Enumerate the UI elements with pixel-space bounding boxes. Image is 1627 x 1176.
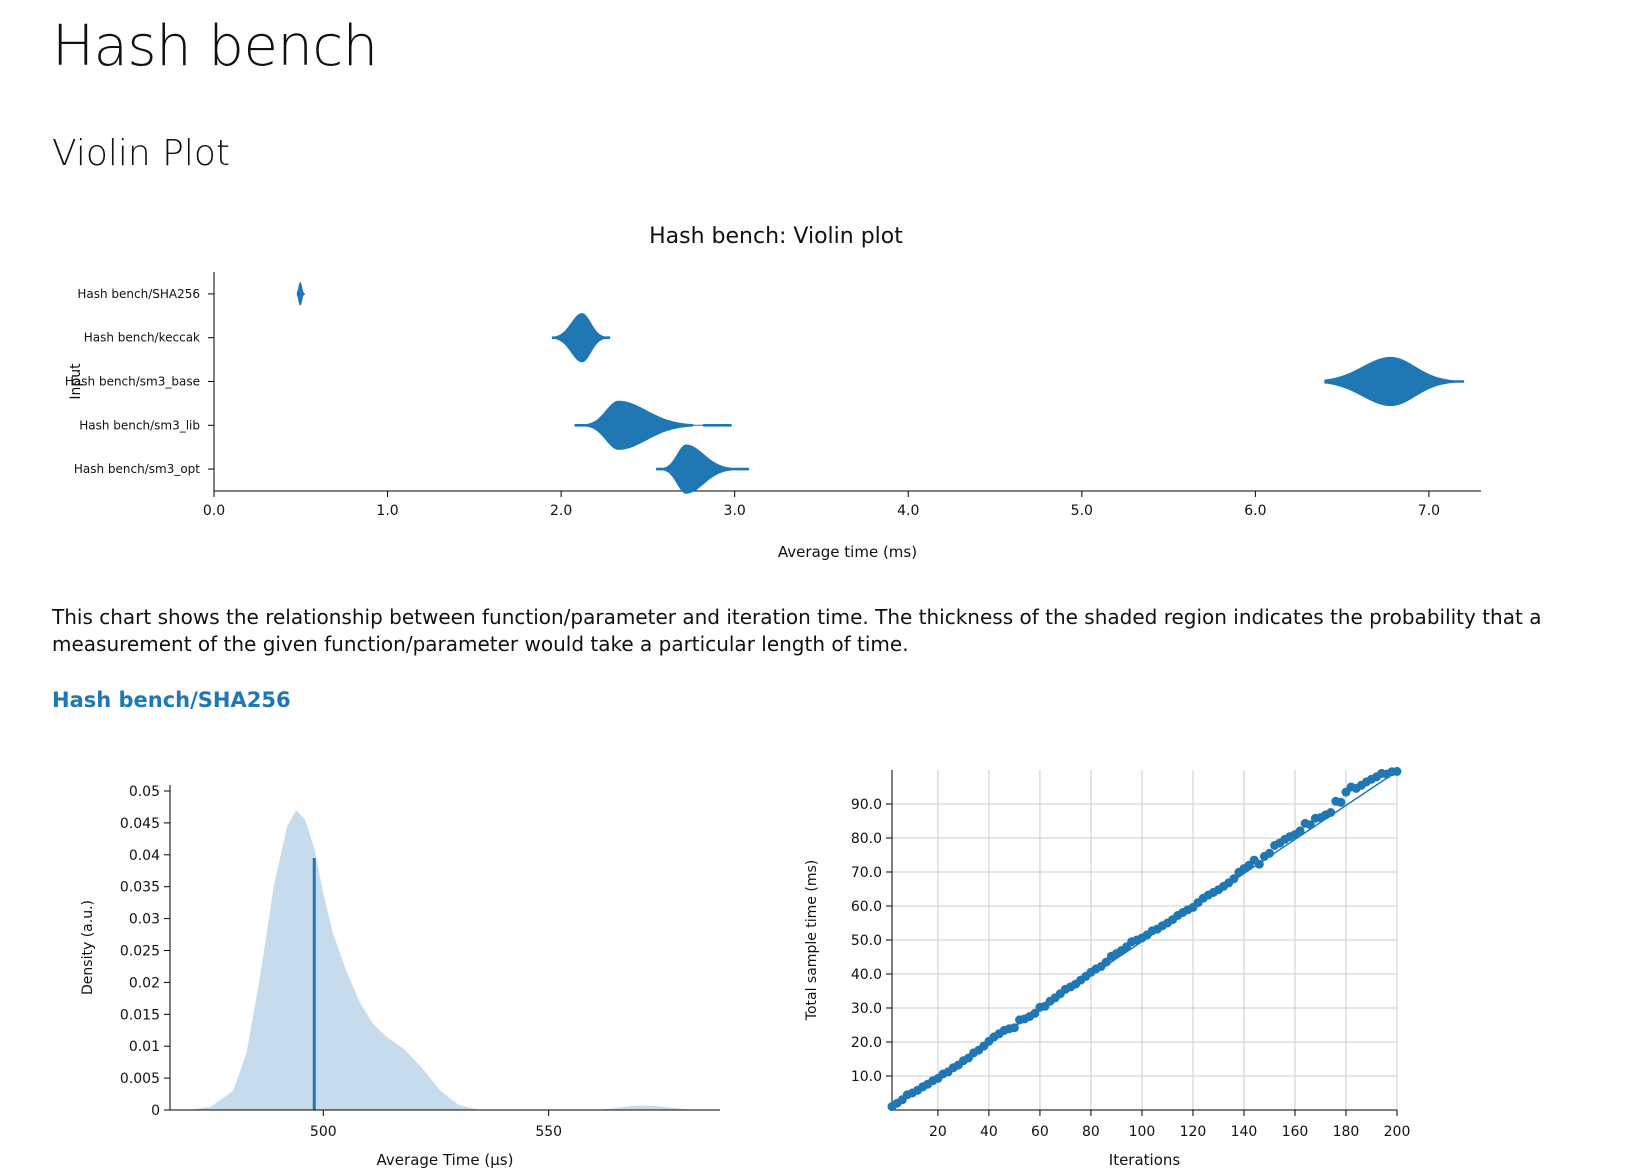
reg-x-tick-label: 20 <box>929 1124 947 1140</box>
reg-point <box>1229 874 1239 884</box>
reg-point <box>1392 766 1402 776</box>
reg-x-label: Iterations <box>1109 1151 1181 1169</box>
reg-x-tick-label: 60 <box>1031 1124 1049 1140</box>
reg-x-tick-label: 40 <box>980 1124 998 1140</box>
pdf-y-tick-label: 0 <box>151 1103 160 1119</box>
pdf-y-tick-label: 0.045 <box>120 816 160 832</box>
reg-point <box>1326 808 1336 817</box>
violin-y-tick-label: Hash bench/keccak <box>84 331 200 345</box>
reg-x-tick-label: 200 <box>1384 1124 1411 1140</box>
violin-title: Hash bench: Violin plot <box>649 224 903 249</box>
violin-y-tick-label: Hash bench/sm3_opt <box>74 462 200 476</box>
pdf-y-tick-label: 0.015 <box>120 1007 160 1023</box>
pdf-y-tick-label: 0.02 <box>129 975 160 991</box>
violin-sm3_opt <box>656 444 750 494</box>
reg-point <box>1265 848 1274 858</box>
violin-plot: Hash bench: Violin plot 0.0 1.0 2.0 3.0 4.0 5.… <box>65 224 1481 561</box>
violin-y-tick-label: Hash bench/sm3_lib <box>79 418 200 432</box>
violin-y-label: Input <box>68 363 84 400</box>
section-title: Violin Plot <box>52 133 230 174</box>
violin-sm3_base <box>1324 356 1465 407</box>
pdf-y-tick-label: 0.025 <box>120 944 160 960</box>
violin-x-tick-label: 0.0 <box>203 503 225 519</box>
reg-point <box>1336 797 1346 807</box>
reg-x-tick-label: 180 <box>1333 1124 1360 1140</box>
reg-y-tick-label: 50.0 <box>851 933 882 949</box>
reg-y-tick-label: 20.0 <box>851 1035 882 1051</box>
violin-sm3_lib <box>574 400 732 450</box>
violin-x-tick-label: 1.0 <box>376 503 398 519</box>
reg-y-label: Total sample time (ms) <box>804 860 820 1021</box>
pdf-plot: 0 0.005 0.01 0.015 0.02 0.025 0.03 0.035 0.04 0.0… <box>80 784 720 1169</box>
violin-SHA256 <box>296 281 305 306</box>
pdf-y-tick-label: 0.05 <box>129 784 160 800</box>
violin-x-tick-label: 2.0 <box>550 503 572 519</box>
reg-y-tick-label: 90.0 <box>851 797 882 813</box>
violin-x-tick-label: 3.0 <box>724 503 746 519</box>
reg-x-tick-label: 100 <box>1129 1124 1156 1140</box>
pdf-y-tick-label: 0.03 <box>129 912 160 928</box>
violin-x-label: Average time (ms) <box>778 543 917 561</box>
reg-y-tick-label: 30.0 <box>851 1001 882 1017</box>
violin-x-tick-label: 7.0 <box>1418 503 1440 519</box>
violin-y-tick-label: Hash bench/sm3_base <box>65 375 200 389</box>
pdf-x-tick-label: 500 <box>310 1124 337 1140</box>
reg-x-tick-label: 120 <box>1180 1124 1207 1140</box>
bench-link-sha256[interactable]: Hash bench/SHA256 <box>52 688 291 712</box>
violin-keccak <box>551 313 611 363</box>
reg-y-tick-label: 60.0 <box>851 899 882 915</box>
pdf-y-tick-label: 0.035 <box>120 880 160 896</box>
pdf-y-tick-label: 0.01 <box>129 1039 160 1055</box>
reg-point <box>1254 859 1264 869</box>
reg-y-tick-label: 80.0 <box>851 831 882 847</box>
pdf-y-tick-label: 0.04 <box>129 848 160 864</box>
reg-y-tick-label: 10.0 <box>851 1069 882 1085</box>
regression-plot: 10.0 20.0 30.0 40.0 50.0 60.0 70.0 80.0 90.0 20 40… <box>804 766 1411 1169</box>
pdf-y-tick-label: 0.005 <box>120 1071 160 1087</box>
reg-point <box>1009 1023 1019 1033</box>
reg-point <box>1101 957 1111 967</box>
reg-x-tick-label: 140 <box>1231 1124 1258 1140</box>
pdf-y-label: Density (a.u.) <box>80 900 96 995</box>
reg-point <box>1295 826 1305 836</box>
pdf-density-area <box>188 810 707 1110</box>
reg-x-tick-label: 80 <box>1082 1124 1100 1140</box>
pdf-x-tick-label: 550 <box>535 1124 562 1140</box>
chart-description: This chart shows the relationship betwee… <box>52 605 1542 656</box>
violin-y-tick-label: Hash bench/SHA256 <box>77 287 200 301</box>
reg-y-tick-label: 70.0 <box>851 865 882 881</box>
reg-point <box>1030 1008 1040 1018</box>
violin-x-tick-label: 5.0 <box>1071 503 1093 519</box>
page-title: Hash bench <box>52 14 378 79</box>
violin-x-tick-label: 4.0 <box>897 503 919 519</box>
reg-point <box>1305 820 1315 830</box>
reg-x-tick-label: 160 <box>1282 1124 1309 1140</box>
pdf-x-label: Average Time (µs) <box>377 1151 514 1169</box>
violin-x-tick-label: 6.0 <box>1244 503 1266 519</box>
reg-y-tick-label: 40.0 <box>851 967 882 983</box>
